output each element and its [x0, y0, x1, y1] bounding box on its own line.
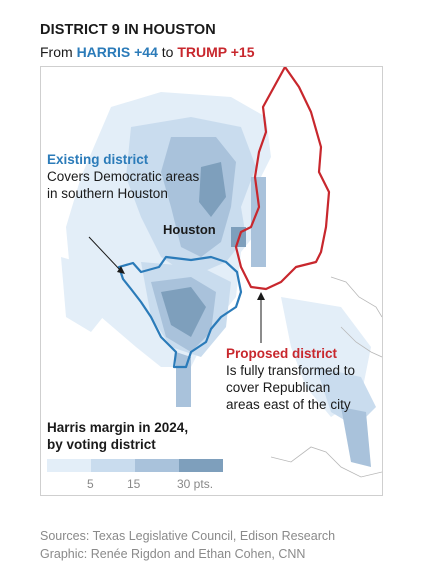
existing-district-text-1: Covers Democratic areas: [47, 169, 200, 184]
proposed-leader-arrow: [257, 292, 265, 300]
city-label-houston: Houston: [163, 222, 216, 237]
legend-swatch-3: [135, 459, 179, 472]
legend-swatch-1: [47, 459, 91, 472]
existing-leader-arrow: [117, 266, 125, 274]
proposed-district-text-2: cover Republican: [226, 380, 331, 395]
legend-swatch-4: [179, 459, 223, 472]
chart-title: DISTRICT 9 IN HOUSTON: [40, 22, 216, 38]
chart-subtitle: From HARRIS +44 to TRUMP +15: [40, 44, 255, 60]
footer: Sources: Texas Legislative Council, Edis…: [40, 527, 335, 563]
proposed-district-text-3: areas east of the city: [226, 397, 351, 412]
existing-district-title: Existing district: [47, 152, 149, 167]
legend-title-line-1: Harris margin in 2024,: [47, 420, 189, 435]
subtitle-mid: to: [157, 44, 178, 60]
existing-district-outline: [117, 255, 243, 369]
existing-district-text-2: in southern Houston: [47, 186, 168, 201]
legend-title-line-2: by voting district: [47, 437, 156, 452]
legend-tick-2: 15: [127, 477, 141, 491]
coastline: [270, 276, 382, 478]
sources-note: Sources: Texas Legislative Council, Edis…: [40, 529, 336, 543]
proposed-district-text-1: Is fully transformed to: [226, 363, 356, 378]
proposed-district-outline: [234, 67, 331, 291]
existing-leader-line: [88, 236, 122, 272]
map-panel: Houston Existing district Covers Democra…: [40, 66, 383, 496]
proposed-district-title: Proposed district: [226, 346, 338, 361]
legend-swatch-2: [91, 459, 135, 472]
graphic-credit: Graphic: Renée Rigdon and Ethan Cohen, C…: [40, 547, 306, 561]
legend-tick-3: 30 pts.: [177, 477, 214, 491]
legend-title: Harris margin in 2024, by voting distric…: [47, 419, 188, 453]
subtitle-prefix: From: [40, 44, 77, 60]
legend-ticks: 5 15 30 pts.: [47, 477, 227, 493]
legend-color-scale: [47, 459, 223, 472]
harris-margin: HARRIS +44: [76, 44, 158, 60]
existing-district-annotation: Existing district Covers Democratic area…: [47, 151, 199, 202]
voting-districts: [61, 92, 376, 467]
district-map: [61, 67, 382, 478]
legend-tick-1: 5: [87, 477, 94, 491]
trump-margin: TRUMP +15: [177, 44, 255, 60]
proposed-district-annotation: Proposed district Is fully transformed t…: [226, 345, 355, 413]
